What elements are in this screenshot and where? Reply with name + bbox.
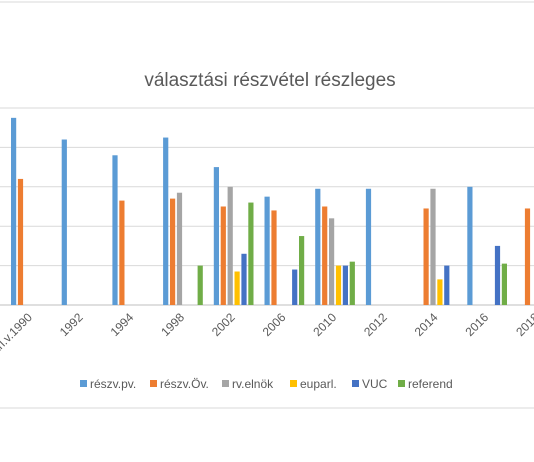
legend: részv.pv. részv.Öv. rv.elnök euparl. VUC refe… (80, 377, 453, 391)
bar-6-1998 (197, 265, 203, 305)
bar-2-parl.v.1990 (17, 178, 24, 305)
legend-swatch-5 (352, 380, 359, 387)
bar-6-2016 (501, 263, 507, 305)
x-tick-label: 1992 (57, 310, 86, 339)
legend-swatch-3 (222, 380, 229, 387)
legend-label-5: VUC (362, 377, 388, 391)
bar-5-2002 (241, 253, 247, 305)
bar-3-2014 (430, 188, 436, 305)
x-tick-labels: parl.v.1990 1992 1994 1998 2002 2006 2010 2012 2… (0, 310, 534, 361)
bar-2-1994 (119, 200, 125, 305)
bar-4-2010 (335, 265, 342, 305)
bar-5-2014 (444, 265, 450, 305)
x-tick-label: 2002 (209, 310, 238, 339)
bar-1-2016 (467, 186, 473, 305)
bar-6-2002 (248, 202, 254, 305)
legend-label-1: részv.pv. (90, 377, 136, 391)
bar-2-1998 (170, 198, 176, 305)
bar-3-2002 (227, 186, 233, 305)
bar-1-2010 (315, 188, 321, 305)
bar-5-2010 (342, 265, 348, 305)
bar-3-2010 (329, 218, 335, 305)
x-tick-label: 2016 (462, 310, 491, 339)
legend-swatch-6 (398, 380, 405, 387)
bar-6-2010 (349, 261, 355, 305)
bar-2-2006 (271, 210, 277, 305)
bar-5-2016 (494, 245, 501, 305)
bar-4-2014 (437, 279, 443, 305)
legend-label-2: részv.Öv. (160, 377, 209, 391)
bar-1-1998 (163, 137, 169, 305)
bar-4-2002 (234, 271, 240, 305)
legend-label-6: referend (408, 377, 453, 391)
x-tick-label: 2014 (412, 310, 441, 339)
bar-1-2012 (365, 188, 372, 305)
bar-5-2006 (292, 269, 298, 305)
bar-1-1994 (112, 155, 118, 305)
legend-swatch-4 (290, 380, 297, 387)
x-tick-label: 1994 (108, 310, 137, 339)
legend-swatch-2 (150, 380, 157, 387)
bar-1-parl.v.1990 (11, 117, 17, 305)
bar-2-2010 (322, 206, 328, 305)
bar-1-1992 (61, 139, 67, 305)
bar-2-2002 (220, 206, 226, 305)
x-tick-label: 2018 (513, 310, 534, 339)
bar-1-2002 (213, 167, 219, 305)
x-tick-label: 2012 (361, 310, 390, 339)
bar-2-2018 (524, 208, 531, 305)
x-tick-label: parl.v.1990 (0, 310, 35, 361)
legend-label-3: rv.elnök (232, 377, 274, 391)
legend-swatch-1 (80, 380, 87, 387)
x-tick-label: 1998 (158, 310, 187, 339)
bar-1-2006 (264, 196, 270, 305)
legend-label-4: euparl. (300, 377, 337, 391)
bar-2-2014 (423, 208, 429, 305)
x-tick-label: 2006 (260, 310, 289, 339)
x-tick-label: 2010 (310, 310, 339, 339)
bar-3-1998 (176, 192, 183, 305)
bar-6-2006 (299, 236, 305, 305)
bars (11, 117, 531, 305)
chart-title: választási részvétel részleges (144, 70, 395, 91)
